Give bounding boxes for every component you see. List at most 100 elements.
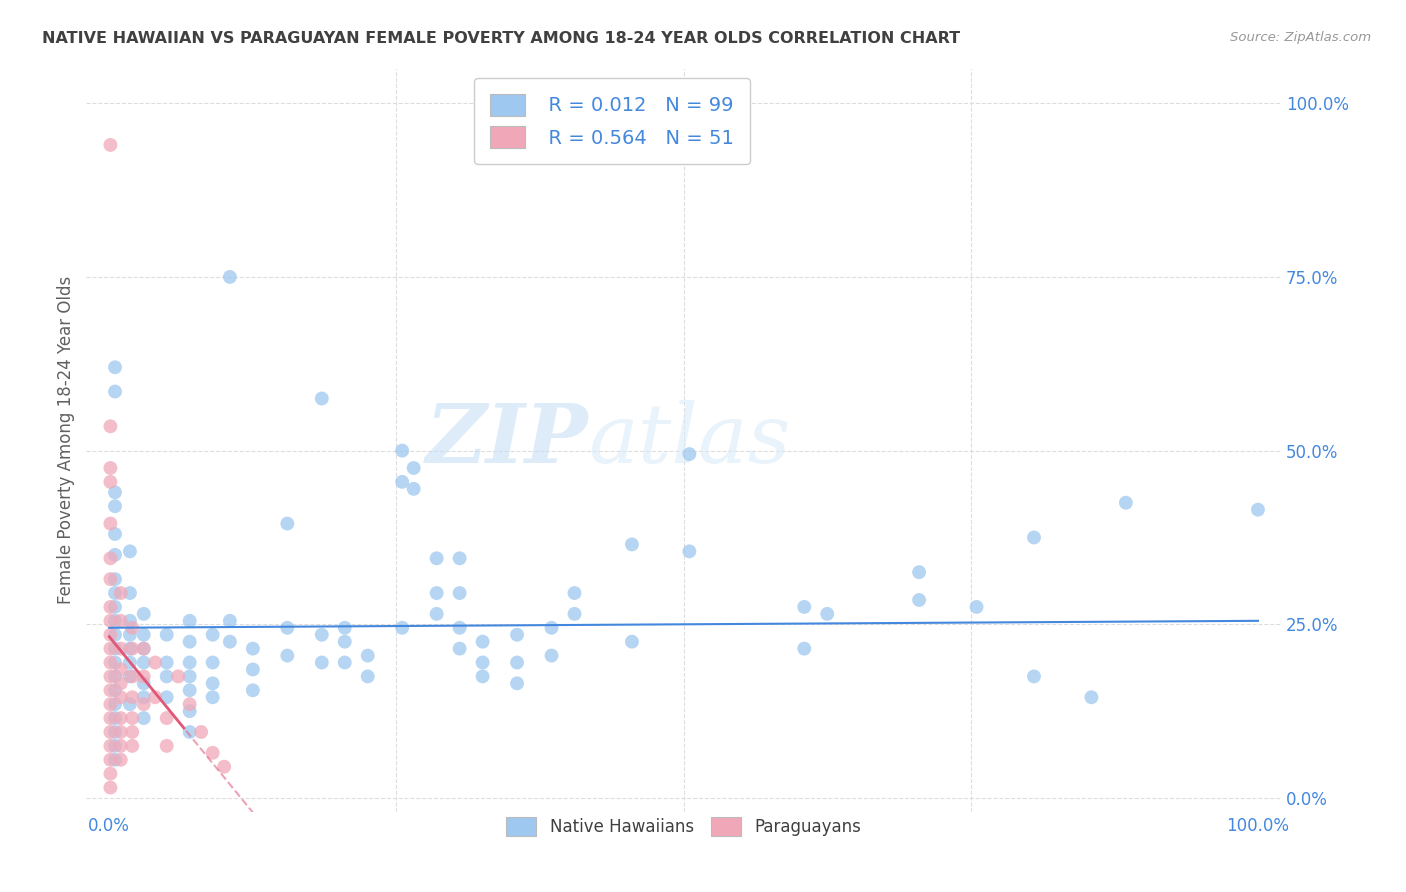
Point (121, 739, 143, 753)
Point (179, 683, 201, 698)
Point (156, 628, 179, 642)
Point (132, 711, 155, 725)
Point (908, 593, 931, 607)
Y-axis label: Female Poverty Among 18-24 Year Olds: Female Poverty Among 18-24 Year Olds (58, 276, 75, 604)
Point (100, 780, 122, 795)
Point (449, 621, 471, 635)
Point (110, 690, 132, 705)
Point (118, 586, 141, 600)
Point (104, 739, 127, 753)
Point (121, 725, 143, 739)
Point (402, 461, 425, 475)
Point (167, 669, 190, 683)
Point (449, 586, 471, 600)
Point (104, 599, 127, 614)
Point (104, 586, 127, 600)
Point (506, 676, 529, 690)
Point (311, 656, 333, 670)
Point (333, 656, 356, 670)
Point (333, 621, 356, 635)
Point (132, 676, 155, 690)
Point (132, 656, 155, 670)
Point (471, 634, 494, 648)
Text: ZIP: ZIP (426, 401, 588, 480)
Point (100, 656, 122, 670)
Point (426, 586, 449, 600)
Point (121, 711, 143, 725)
Text: atlas: atlas (588, 401, 790, 480)
Point (104, 697, 127, 711)
Point (201, 628, 224, 642)
Point (179, 704, 201, 718)
Point (100, 137, 122, 152)
Point (156, 690, 179, 705)
Point (100, 551, 122, 566)
Point (201, 656, 224, 670)
Point (179, 634, 201, 648)
Point (1247, 502, 1270, 516)
Point (132, 628, 155, 642)
Point (104, 669, 127, 683)
Point (1022, 669, 1045, 683)
Point (100, 725, 122, 739)
Point (100, 753, 122, 767)
Point (391, 475, 413, 489)
Point (908, 565, 931, 579)
Point (201, 690, 224, 705)
Point (311, 628, 333, 642)
Point (110, 711, 132, 725)
Point (242, 641, 264, 656)
Point (402, 482, 425, 496)
Point (276, 648, 298, 663)
Point (100, 697, 122, 711)
Point (132, 607, 155, 621)
Point (449, 551, 471, 566)
Point (104, 683, 127, 698)
Point (156, 739, 179, 753)
Point (100, 599, 122, 614)
Point (104, 628, 127, 642)
Point (391, 443, 413, 458)
Point (678, 447, 700, 461)
Point (100, 614, 122, 628)
Point (104, 485, 127, 500)
Point (449, 641, 471, 656)
Point (201, 676, 224, 690)
Point (311, 392, 333, 406)
Point (357, 669, 380, 683)
Point (121, 669, 143, 683)
Point (110, 663, 132, 677)
Point (179, 669, 201, 683)
Point (212, 760, 235, 774)
Point (620, 537, 643, 551)
Point (564, 607, 586, 621)
Point (242, 683, 264, 698)
Point (118, 544, 141, 558)
Point (110, 676, 132, 690)
Point (104, 360, 127, 375)
Point (179, 614, 201, 628)
Point (143, 690, 166, 705)
Point (121, 621, 143, 635)
Text: Source: ZipAtlas.com: Source: ZipAtlas.com (1230, 31, 1371, 45)
Point (104, 499, 127, 513)
Text: NATIVE HAWAIIAN VS PARAGUAYAN FEMALE POVERTY AMONG 18-24 YEAR OLDS CORRELATION C: NATIVE HAWAIIAN VS PARAGUAYAN FEMALE POV… (42, 31, 960, 46)
Point (118, 697, 141, 711)
Point (110, 739, 132, 753)
Point (471, 656, 494, 670)
Point (104, 725, 127, 739)
Point (132, 669, 155, 683)
Point (100, 766, 122, 780)
Point (156, 656, 179, 670)
Point (100, 669, 122, 683)
Point (1115, 496, 1137, 510)
Point (793, 641, 815, 656)
Point (118, 641, 141, 656)
Point (966, 599, 988, 614)
Point (110, 614, 132, 628)
Point (104, 614, 127, 628)
Point (506, 656, 529, 670)
Point (104, 753, 127, 767)
Point (132, 697, 155, 711)
Point (118, 669, 141, 683)
